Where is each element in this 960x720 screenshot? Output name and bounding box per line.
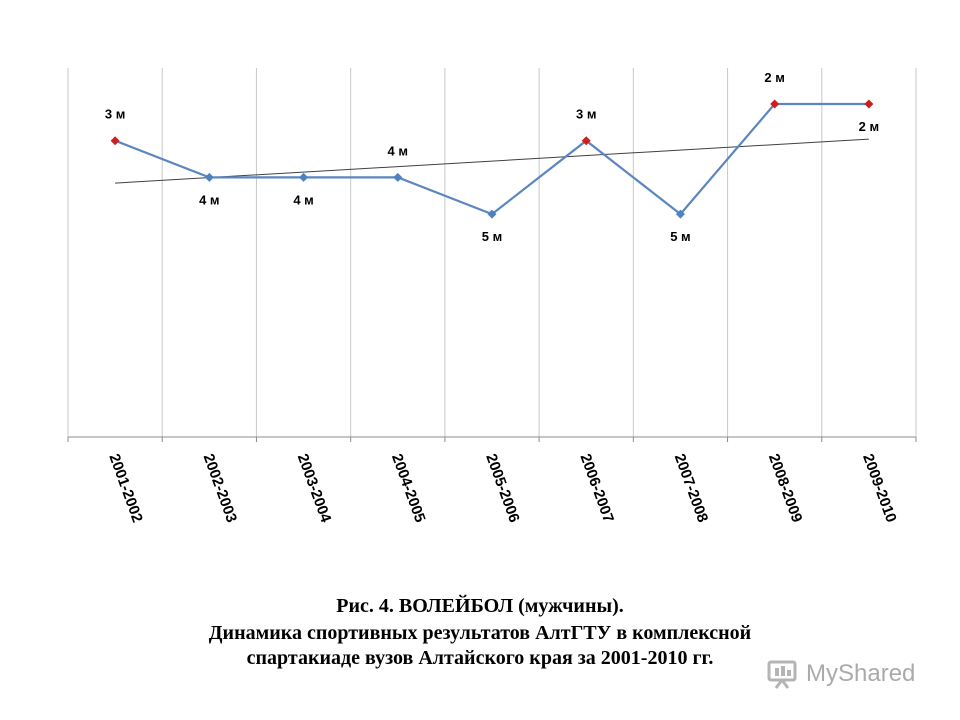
data-label: 3 м <box>576 107 596 122</box>
grid-lines <box>67 68 917 437</box>
x-tick-label: 2002-2003 <box>200 452 241 525</box>
data-point-marker <box>299 172 309 182</box>
data-point-marker <box>487 209 497 219</box>
caption-line-2: Динамика спортивных результатов АлтГТУ в… <box>208 622 752 644</box>
data-label: 4 м <box>388 143 408 158</box>
trendline-path <box>115 138 869 184</box>
data-label: 5 м <box>482 229 502 244</box>
x-tick-label: 2007-2008 <box>671 452 712 525</box>
data-point-marker <box>110 136 120 146</box>
data-label: 2 м <box>764 70 784 85</box>
data-point-marker <box>770 99 780 109</box>
x-tick-label: 2001-2002 <box>105 452 146 525</box>
x-axis <box>67 436 917 442</box>
caption-line-1: Рис. 4. ВОЛЕЙБОЛ (мужчины). <box>336 595 624 617</box>
series-markers <box>110 99 874 219</box>
data-point-marker <box>393 172 403 182</box>
x-tick-label: 2005-2006 <box>482 452 523 525</box>
watermark-text: MyShared <box>806 660 916 687</box>
caption-line-3: спартакиаде вузов Алтайского края за 200… <box>246 647 714 669</box>
data-point-marker <box>864 99 874 109</box>
data-point-marker <box>675 209 685 219</box>
data-labels: 3 м 4 м 4 м 4 м 5 м 3 м 5 м 2 м 2 м <box>105 70 879 244</box>
trendline <box>115 138 869 184</box>
data-label: 4 м <box>293 192 313 207</box>
x-tick-label: 2004-2005 <box>388 452 429 525</box>
watermark-logo: MyShared <box>766 656 915 692</box>
x-tick-label: 2009-2010 <box>859 452 900 525</box>
series-line-path <box>114 102 869 216</box>
data-label: 5 м <box>670 229 690 244</box>
data-label: 3 м <box>105 107 125 122</box>
data-point-marker <box>581 136 591 146</box>
x-tick-label: 2006-2007 <box>576 452 617 525</box>
data-label: 2 м <box>859 119 879 134</box>
x-tick-label: 2003-2004 <box>294 452 335 526</box>
series-line <box>114 102 869 216</box>
data-label: 4 м <box>199 192 219 207</box>
x-tick-labels: 2001-2002 2002-2003 2003-2004 2004-2005 2005… <box>105 452 899 526</box>
x-tick-label: 2008-2009 <box>765 452 806 525</box>
data-point-marker <box>204 172 214 182</box>
presentation-icon <box>767 660 797 689</box>
